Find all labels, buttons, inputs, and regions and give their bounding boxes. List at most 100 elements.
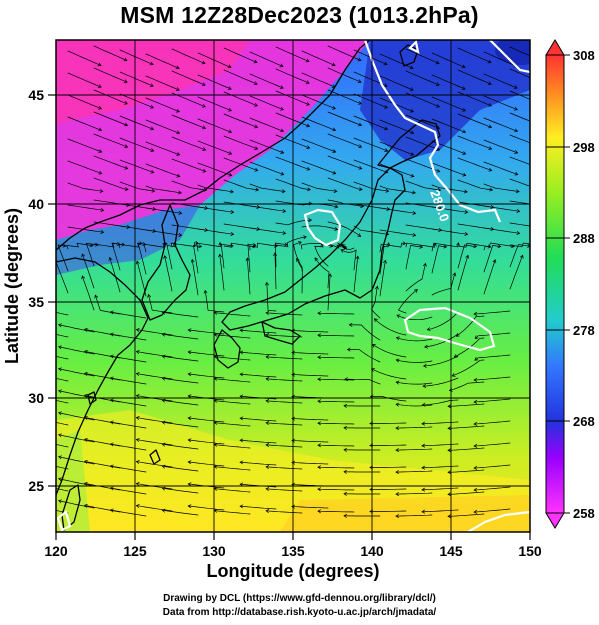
streamline [353, 93, 388, 109]
streamline-arrowhead [317, 377, 321, 382]
streamline-arrowhead [138, 241, 143, 246]
streamline [161, 355, 199, 362]
streamline [424, 333, 459, 348]
streamline-arrowhead [98, 170, 103, 175]
streamline-arrowhead [83, 481, 88, 486]
streamline-arrowhead [147, 293, 151, 298]
streamline-arrowhead [33, 460, 36, 463]
streamline-arrowhead [109, 508, 114, 513]
colorbar-label: 288 [573, 231, 595, 246]
streamline [379, 97, 414, 113]
streamline [457, 244, 477, 269]
streamline [136, 417, 173, 424]
streamline [327, 133, 362, 148]
streamline [213, 510, 251, 515]
streamline [369, 466, 407, 468]
streamline [317, 400, 355, 403]
y-axis-title: Latitude (degrees) [2, 208, 22, 364]
streamline [67, 72, 102, 88]
streamline [509, 68, 530, 78]
streamline-arrowhead [33, 438, 36, 441]
streamline [171, 114, 206, 129]
streamline [148, 294, 173, 314]
x-tick-label: 125 [123, 543, 147, 559]
streamline-arrowhead [343, 513, 347, 518]
streamline [67, 160, 103, 174]
streamline-arrowhead [409, 108, 414, 113]
streamline [379, 163, 415, 177]
streamline [223, 91, 258, 107]
streamline [447, 469, 485, 473]
streamline [369, 444, 407, 446]
streamline-arrowhead [423, 262, 427, 267]
streamline [353, 225, 389, 235]
streamline [483, 245, 502, 273]
streamline-arrowhead [332, 170, 337, 175]
streamline-arrowhead [540, 124, 543, 127]
streamline [291, 462, 329, 465]
streamline [327, 273, 331, 311]
streamline-arrowhead [487, 81, 492, 85]
streamline-arrowhead [348, 322, 353, 327]
streamline-arrowhead [542, 188, 545, 191]
streamline [93, 111, 128, 126]
streamline-arrowhead [307, 187, 311, 192]
streamline [301, 182, 338, 192]
streamline [196, 242, 221, 252]
streamline-arrowhead [487, 103, 492, 107]
streamline-arrowhead [187, 416, 192, 421]
streamline [58, 346, 95, 355]
streamline-arrowhead [497, 244, 502, 249]
streamline [431, 242, 459, 252]
streamline [56, 466, 69, 470]
streamline [291, 330, 329, 333]
streamline-arrowhead [58, 455, 62, 460]
streamline [161, 421, 199, 428]
streamline-arrowhead [541, 167, 544, 170]
streamline-arrowhead [135, 438, 140, 442]
streamline-arrowhead [161, 442, 166, 447]
streamline-arrowhead [265, 509, 270, 513]
streamline-arrowhead [451, 373, 456, 377]
streamline [197, 162, 233, 176]
streamline [109, 257, 121, 293]
streamline-arrowhead [97, 84, 102, 88]
streamline [473, 376, 511, 381]
streamline-arrowhead [280, 150, 285, 154]
streamline-arrowhead [317, 443, 321, 448]
streamline [509, 254, 524, 290]
streamline-arrowhead [150, 126, 155, 131]
streamline-arrowhead [83, 327, 88, 332]
streamline-arrowhead [462, 129, 467, 134]
streamline-arrowhead [317, 355, 321, 360]
streamline-arrowhead [291, 438, 296, 443]
streamline-arrowhead [410, 130, 415, 135]
streamline [57, 244, 69, 272]
streamline-arrowhead [492, 259, 497, 264]
streamline-arrowhead [488, 146, 493, 150]
streamline-arrowhead [421, 443, 426, 448]
streamline [136, 505, 173, 512]
streamline-arrowhead [190, 258, 195, 263]
streamline-arrowhead [384, 126, 389, 131]
streamline [145, 53, 180, 69]
streamline-arrowhead [317, 509, 321, 514]
streamline [249, 161, 285, 175]
streamline-arrowhead [33, 328, 36, 331]
streamline [473, 398, 511, 403]
streamline [274, 242, 288, 268]
streamline-arrowhead [447, 448, 452, 453]
streamline [296, 258, 303, 294]
streamline-arrowhead [383, 259, 387, 264]
streamline [249, 139, 284, 154]
streamline-arrowhead [464, 189, 468, 194]
streamline-arrowhead [305, 102, 310, 106]
streamline-arrowhead [343, 447, 347, 452]
streamline [187, 439, 225, 445]
streamline [317, 422, 355, 425]
streamline [509, 134, 530, 144]
streamline-arrowhead [201, 60, 206, 65]
streamline [405, 48, 440, 64]
x-axis: 120 125 130 135 140 145 150 Longitude (d… [44, 532, 542, 581]
streamline-arrowhead [187, 372, 192, 377]
